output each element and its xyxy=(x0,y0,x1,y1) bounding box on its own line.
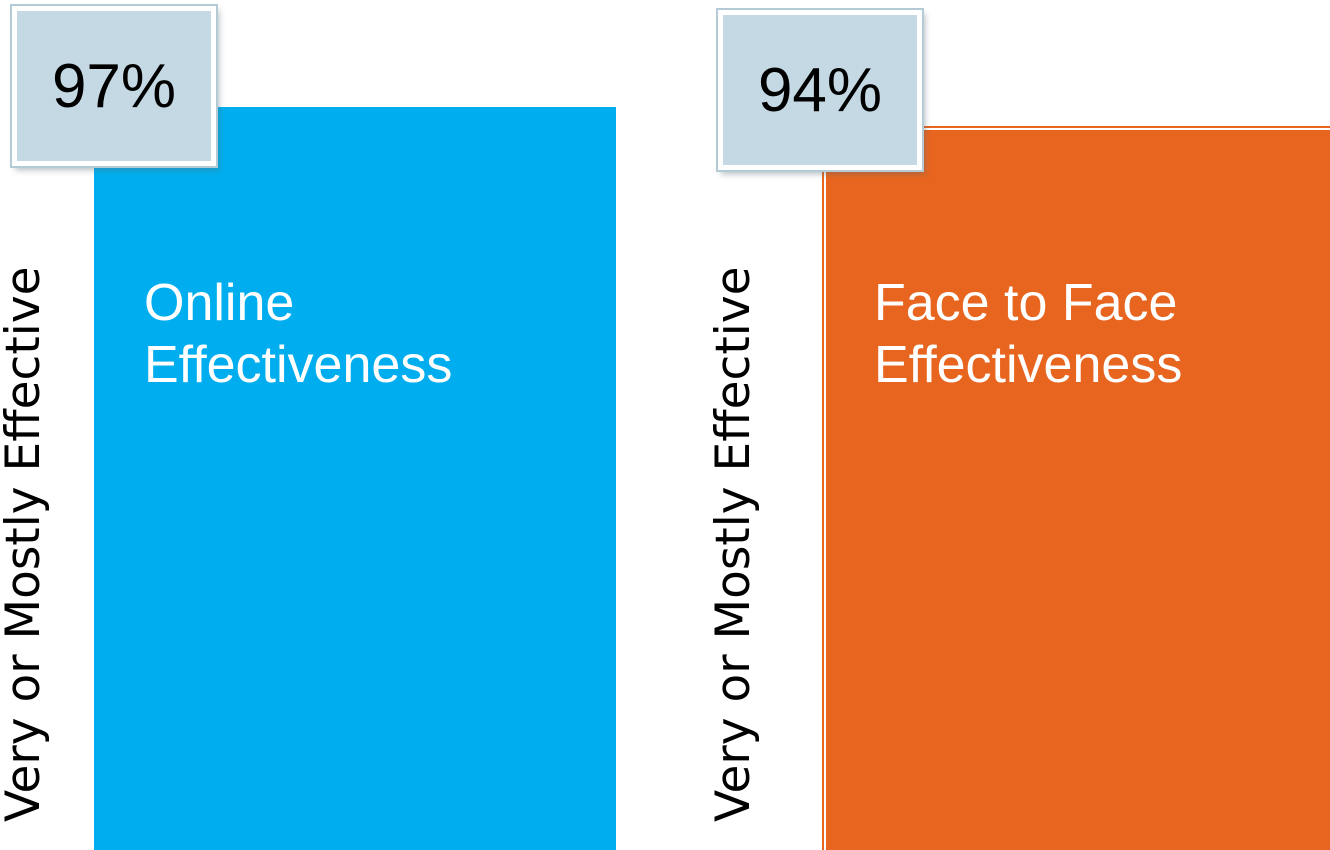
percentage-badge: 94% xyxy=(716,8,924,172)
face-to-face-effectiveness-panel: Very or Mostly Effective Face to Face Ef… xyxy=(706,0,1330,850)
y-axis-label-text: Very or Mostly Effective xyxy=(0,266,51,822)
percentage-badge: 97% xyxy=(10,4,218,168)
online-effectiveness-bar xyxy=(94,107,616,850)
face-to-face-effectiveness-bar xyxy=(822,126,1330,850)
bar-title: Face to Face Effectiveness xyxy=(874,274,1183,394)
bar-title: Online Effectiveness xyxy=(144,274,453,394)
y-axis-label-text: Very or Mostly Effective xyxy=(706,266,761,822)
online-effectiveness-panel: Very or Mostly Effective Online Effectiv… xyxy=(0,0,640,850)
